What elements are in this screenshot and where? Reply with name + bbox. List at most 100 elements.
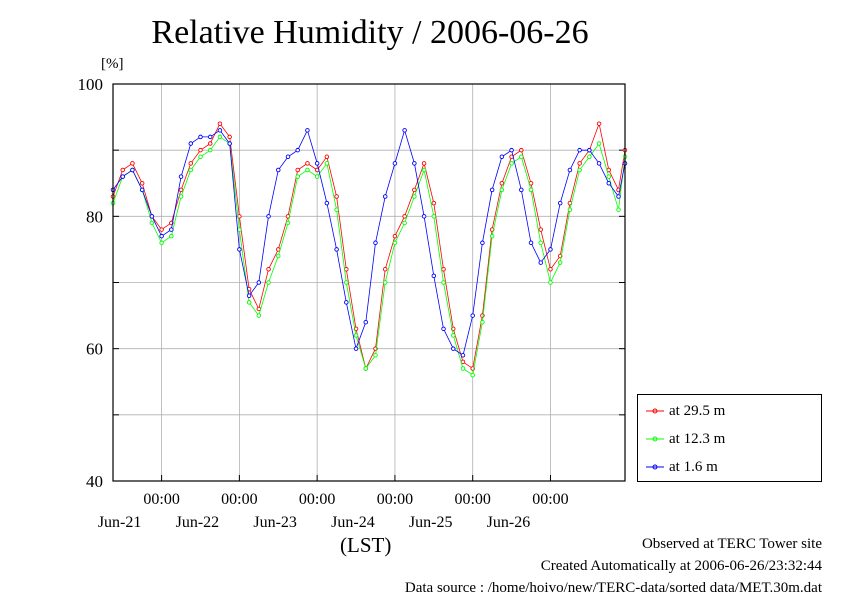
y-tick-label: 40 xyxy=(86,472,103,491)
x-tick-label-date: Jun-26 xyxy=(487,514,531,531)
series-0-point xyxy=(421,161,427,166)
series-1-point xyxy=(470,372,475,378)
series-1-point xyxy=(295,174,300,179)
series-2-point xyxy=(528,240,534,246)
chart-legend: at 29.5 m at 12.3 m at 1.6 m xyxy=(637,394,822,482)
x-tick-label-hour: 00:00 xyxy=(299,491,335,508)
series-0-point xyxy=(217,121,223,126)
series-2-point xyxy=(237,247,242,252)
series-1-point xyxy=(344,280,349,285)
series-1-point xyxy=(207,147,213,153)
series-1-point xyxy=(460,366,466,371)
plot-frame xyxy=(112,83,626,482)
footer-created: Created Automatically at 2006-06-26/23:3… xyxy=(540,558,822,574)
series-2-point xyxy=(606,180,612,186)
series-2-point xyxy=(557,200,563,206)
legend-label: at 1.6 m xyxy=(669,458,718,475)
series-1-point xyxy=(178,194,184,199)
series-0-point xyxy=(519,147,524,153)
series-2-point xyxy=(616,194,621,199)
series-2-point xyxy=(567,167,573,173)
series-2-point xyxy=(246,293,252,298)
series-1-point xyxy=(334,207,339,212)
series-2-point xyxy=(334,247,339,252)
series-1-point xyxy=(616,207,621,212)
y-axis-unit-label: [%] xyxy=(101,56,124,72)
legend-item-1-6m: at 1.6 m xyxy=(646,457,718,477)
series-0-point xyxy=(207,141,213,146)
series-0-point xyxy=(334,194,339,199)
series-1-point xyxy=(305,167,310,173)
series-1-point xyxy=(246,300,252,305)
series-2-point xyxy=(227,141,232,146)
legend-label: at 12.3 m xyxy=(669,430,726,447)
series-1-point xyxy=(256,313,262,318)
series-line-0 xyxy=(112,122,626,370)
footer-site: Observed at TERC Tower site xyxy=(641,536,822,552)
x-tick-label-date: Jun-23 xyxy=(253,514,297,531)
series-1-point xyxy=(431,214,437,219)
x-tick-label-date: Jun-24 xyxy=(331,514,375,531)
series-2-point xyxy=(314,161,320,166)
legend-marker-icon xyxy=(646,436,664,442)
series-2-point xyxy=(344,300,349,305)
series-2-point xyxy=(188,141,194,146)
series-0-point xyxy=(577,161,582,166)
series-2-point xyxy=(276,167,281,173)
series-2-point xyxy=(538,260,543,265)
footer-source: Data source : /home/hoivo/new/TERC-data/… xyxy=(404,580,822,596)
series-2-point xyxy=(470,313,475,318)
series-2-point xyxy=(451,346,456,351)
series-2-point xyxy=(149,214,155,219)
series-0-point xyxy=(130,161,135,166)
series-2-point xyxy=(548,247,553,252)
series-2-point xyxy=(402,128,407,133)
series-1-point xyxy=(237,227,242,232)
series-0-point xyxy=(402,214,407,219)
series-1-point xyxy=(285,220,291,226)
series-0-point xyxy=(159,227,164,232)
x-tick-label-date: Jun-25 xyxy=(409,514,453,531)
y-tick-label: 60 xyxy=(86,340,103,359)
series-0-point xyxy=(139,180,145,186)
series-1-point xyxy=(451,333,456,338)
series-1-point xyxy=(188,167,194,173)
series-0-point xyxy=(441,267,446,272)
series-2-point xyxy=(139,187,145,193)
series-1-point xyxy=(314,174,320,179)
series-2-point xyxy=(130,167,135,173)
series-1-point xyxy=(606,174,612,179)
series-1-point xyxy=(159,240,164,246)
legend-label: at 29.5 m xyxy=(669,402,726,419)
series-2-point xyxy=(305,128,310,133)
x-tick-label-date: Jun-21 xyxy=(98,514,142,531)
series-2-point xyxy=(509,147,514,153)
series-2-point xyxy=(460,353,466,358)
series-0-point xyxy=(392,233,398,239)
series-0-point xyxy=(295,167,300,173)
series-2-point xyxy=(159,233,164,239)
legend-marker-icon xyxy=(646,408,664,414)
series-1-point xyxy=(276,253,281,259)
series-0-point xyxy=(596,121,602,126)
series-1-point xyxy=(324,161,330,166)
x-tick-label-hour: 00:00 xyxy=(143,491,179,508)
series-1-point xyxy=(353,333,359,338)
series-2-point xyxy=(256,280,262,285)
series-2-point xyxy=(382,194,388,199)
series-0-point xyxy=(431,200,437,206)
series-1-point xyxy=(499,187,505,193)
series-0-point xyxy=(324,154,330,160)
series-2-point xyxy=(363,319,369,325)
series-1-point xyxy=(567,207,573,212)
y-tick-label: 100 xyxy=(78,75,104,94)
series-1-point xyxy=(392,240,398,246)
series-1-point xyxy=(421,167,427,173)
series-1-point xyxy=(198,154,203,160)
series-1-point xyxy=(548,280,553,285)
series-2-point xyxy=(207,134,213,140)
series-1-point xyxy=(577,167,582,173)
series-1-point xyxy=(596,141,602,146)
series-0-point xyxy=(198,147,203,153)
series-2-point xyxy=(412,161,417,166)
